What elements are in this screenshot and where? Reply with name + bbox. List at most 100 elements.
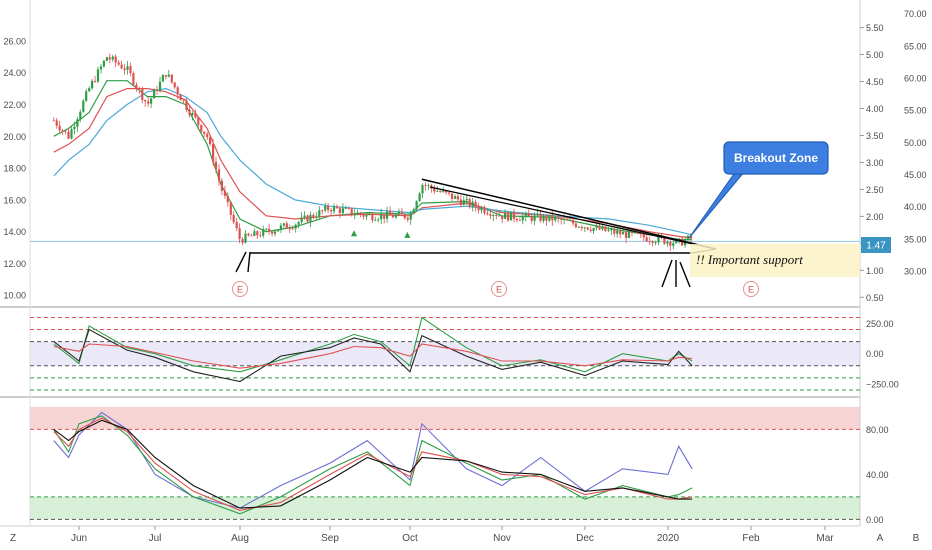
candle-body (217, 169, 221, 181)
pointer-stroke (679, 261, 691, 288)
candle-body (586, 227, 589, 230)
candle-body (424, 185, 427, 186)
right-axis-2-tick-label: 35.00 (904, 234, 927, 244)
candle-body (554, 216, 557, 221)
candle-body (273, 231, 277, 234)
candle-body (560, 218, 563, 220)
candle-body (589, 229, 592, 231)
candle-body (663, 237, 666, 244)
right-axis-2-tick-label: 30.00 (904, 267, 927, 277)
candle-body (238, 228, 241, 239)
candle-body (262, 229, 265, 236)
candle-body (453, 196, 457, 199)
candle-body (619, 230, 622, 235)
candle-body (648, 241, 651, 242)
candle-body (182, 100, 185, 101)
oscillator-1-series-line (53, 343, 693, 369)
time-axis-tick-label: Oct (402, 533, 418, 544)
candle-body (574, 223, 577, 227)
signal-triangle-marker (404, 231, 411, 238)
candle-body (563, 219, 566, 220)
candle-body (167, 74, 170, 77)
candle-body (309, 214, 312, 222)
candle-body (88, 88, 91, 92)
candle-body (409, 213, 412, 220)
candle-body (465, 199, 468, 201)
candle-body (448, 192, 451, 194)
candle-body (539, 213, 542, 221)
right-axis-2-tick-label: 60.00 (904, 74, 927, 84)
moving-average-line (53, 87, 693, 239)
candle-body (256, 231, 259, 236)
signal-triangle-marker (351, 230, 357, 237)
candle-body (102, 60, 105, 67)
corner-label-b: B (913, 533, 920, 544)
candle-body (625, 232, 628, 238)
candle-body (362, 214, 365, 217)
candle-body (161, 75, 164, 82)
right-axis-2-tick-label: 40.00 (904, 202, 927, 212)
pointer-stroke (661, 259, 673, 288)
candle-body (135, 84, 138, 88)
candle-body (536, 213, 539, 216)
candle-body (533, 215, 536, 221)
candle-body (527, 213, 530, 216)
candle-body (394, 214, 398, 218)
candle-body (471, 201, 474, 207)
resistance-trendline (429, 186, 717, 250)
candle-body (353, 214, 356, 216)
candle-body (356, 212, 359, 215)
candle-body (297, 222, 300, 225)
right-axis-tick-label: 5.00 (866, 50, 884, 60)
candle-body (111, 56, 114, 60)
time-axis-tick-label: 2020 (657, 533, 680, 544)
oscillator-2-series-line (53, 419, 693, 509)
axes-layer: 26.00 24.00 22.00 20.00 18.00 16.00 14.00 12.00… (3, 9, 926, 544)
candle-body (85, 91, 88, 101)
candle-body (129, 66, 132, 74)
candle-body (669, 241, 672, 246)
candle-body (445, 190, 448, 193)
oscillator-1-series-line (53, 316, 693, 373)
candle-body (675, 239, 678, 244)
candle-body (486, 213, 489, 215)
candle-body (577, 226, 580, 228)
candle-body (371, 214, 374, 221)
oscillator-1-tick-label: 250.00 (866, 319, 894, 329)
oscillator-2-series-line (53, 411, 693, 509)
candle-body (397, 211, 400, 215)
time-axis-tick-label: Sep (321, 533, 339, 544)
candle-body (627, 230, 631, 238)
candle-body (291, 228, 294, 230)
candle-body (327, 206, 330, 211)
earnings-marker-circle (491, 281, 508, 297)
candle-body (636, 232, 639, 234)
right-axis-tick-label: 4.00 (866, 104, 884, 114)
left-axis-tick-label: 12.00 (3, 259, 26, 269)
candle-body (324, 206, 327, 211)
candle-body (613, 229, 616, 234)
candle-body (672, 243, 675, 246)
candle-body (253, 231, 256, 236)
candle-body (657, 236, 660, 243)
candle-body (214, 161, 218, 170)
candle-body (220, 180, 223, 191)
candle-body (315, 217, 318, 218)
candle-body (548, 214, 551, 221)
support-note-background (690, 244, 860, 277)
candle-body (480, 207, 483, 211)
right-axis-tick-label: 4.50 (866, 77, 884, 87)
candle-body (288, 228, 291, 230)
candle-body (226, 195, 229, 203)
candle-body (498, 215, 501, 217)
left-axis-tick-label: 20.00 (3, 132, 26, 142)
candle-body (203, 131, 206, 134)
candle-body (303, 215, 306, 218)
candle-body (383, 214, 386, 219)
candle-body (147, 101, 150, 104)
candle-body (374, 220, 377, 221)
candle-body (406, 218, 409, 220)
candle-body (389, 211, 392, 216)
right-axis-2-tick-label: 50.00 (904, 138, 927, 148)
